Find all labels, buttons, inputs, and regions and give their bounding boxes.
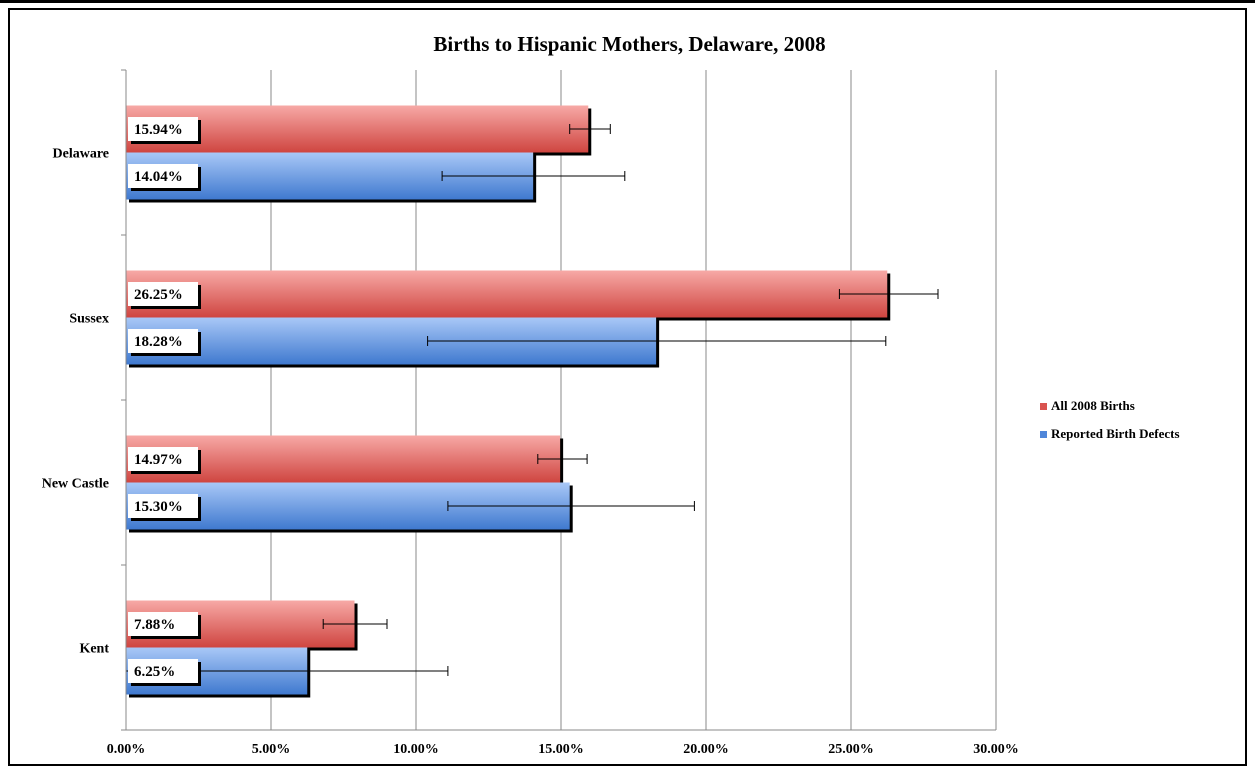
label-box (128, 659, 198, 683)
data-label: 14.97% (134, 452, 183, 468)
label-box (128, 282, 198, 306)
category-label: Sussex (69, 312, 109, 327)
data-label: 18.28% (134, 334, 183, 350)
x-tick-label: 5.00% (252, 742, 291, 757)
legend-swatch-red (1040, 402, 1047, 410)
category-label: Kent (79, 642, 109, 657)
chart-title: Births to Hispanic Mothers, Delaware, 20… (433, 32, 826, 56)
legend-swatch-blue (1040, 430, 1047, 438)
category-label: Delaware (53, 147, 110, 162)
label-box (128, 117, 198, 141)
top-border-line (0, 0, 1255, 3)
legend: All 2008 Births Reported Birth Defects (1040, 395, 1180, 451)
bar (126, 105, 589, 153)
x-tick-label: 10.00% (393, 742, 439, 757)
data-label: 15.94% (134, 122, 183, 138)
data-label: 14.04% (134, 169, 183, 185)
legend-label: Reported Birth Defects (1051, 426, 1180, 441)
label-box (128, 329, 198, 353)
legend-label: All 2008 Births (1051, 398, 1135, 413)
label-box (128, 164, 198, 188)
category-label: New Castle (42, 477, 109, 492)
label-box (128, 447, 198, 471)
x-tick-label: 30.00% (973, 742, 1019, 757)
data-label: 26.25% (134, 287, 183, 303)
data-label: 6.25% (134, 664, 175, 680)
legend-item-birth-defects: Reported Birth Defects (1040, 423, 1180, 445)
x-tick-label: 15.00% (538, 742, 584, 757)
label-box (128, 612, 198, 636)
legend-item-all-births: All 2008 Births (1040, 395, 1180, 417)
data-label: 7.88% (134, 617, 175, 633)
x-tick-label: 20.00% (683, 742, 729, 757)
x-tick-label: 0.00% (107, 742, 146, 757)
data-label: 15.30% (134, 499, 183, 515)
label-box (128, 494, 198, 518)
x-tick-label: 25.00% (828, 742, 874, 757)
bar (126, 270, 888, 318)
